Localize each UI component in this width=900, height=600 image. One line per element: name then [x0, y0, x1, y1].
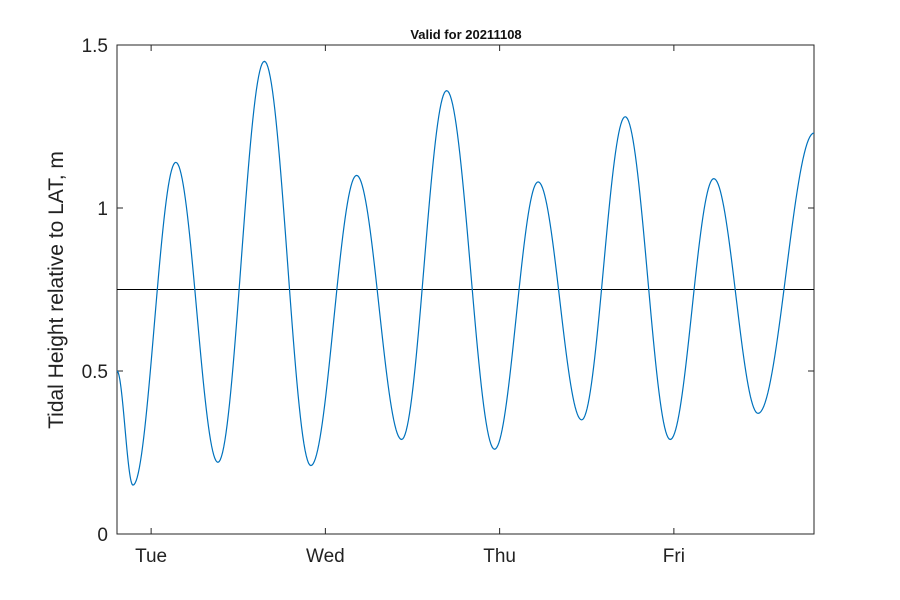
- chart-title: Valid for 20211108: [410, 27, 521, 42]
- x-tick-label-0: Tue: [135, 546, 167, 567]
- x-tick-label-3: Fri: [663, 546, 685, 567]
- y-tick-label-1: 0.5: [82, 362, 108, 383]
- tide-series-line-0: [116, 60, 815, 486]
- x-tick-label-2: Thu: [483, 546, 516, 567]
- plot-area: 0 0.5 1 1.5 Tue Wed Thu Fri: [82, 36, 815, 567]
- y-tick-label-2: 1: [97, 199, 108, 220]
- y-tick-label-0: 0: [97, 525, 108, 546]
- x-tick-label-1: Wed: [306, 546, 345, 567]
- y-tick-label-3: 1.5: [82, 36, 108, 57]
- y-axis-label: Tidal Height relative to LAT, m: [45, 151, 68, 429]
